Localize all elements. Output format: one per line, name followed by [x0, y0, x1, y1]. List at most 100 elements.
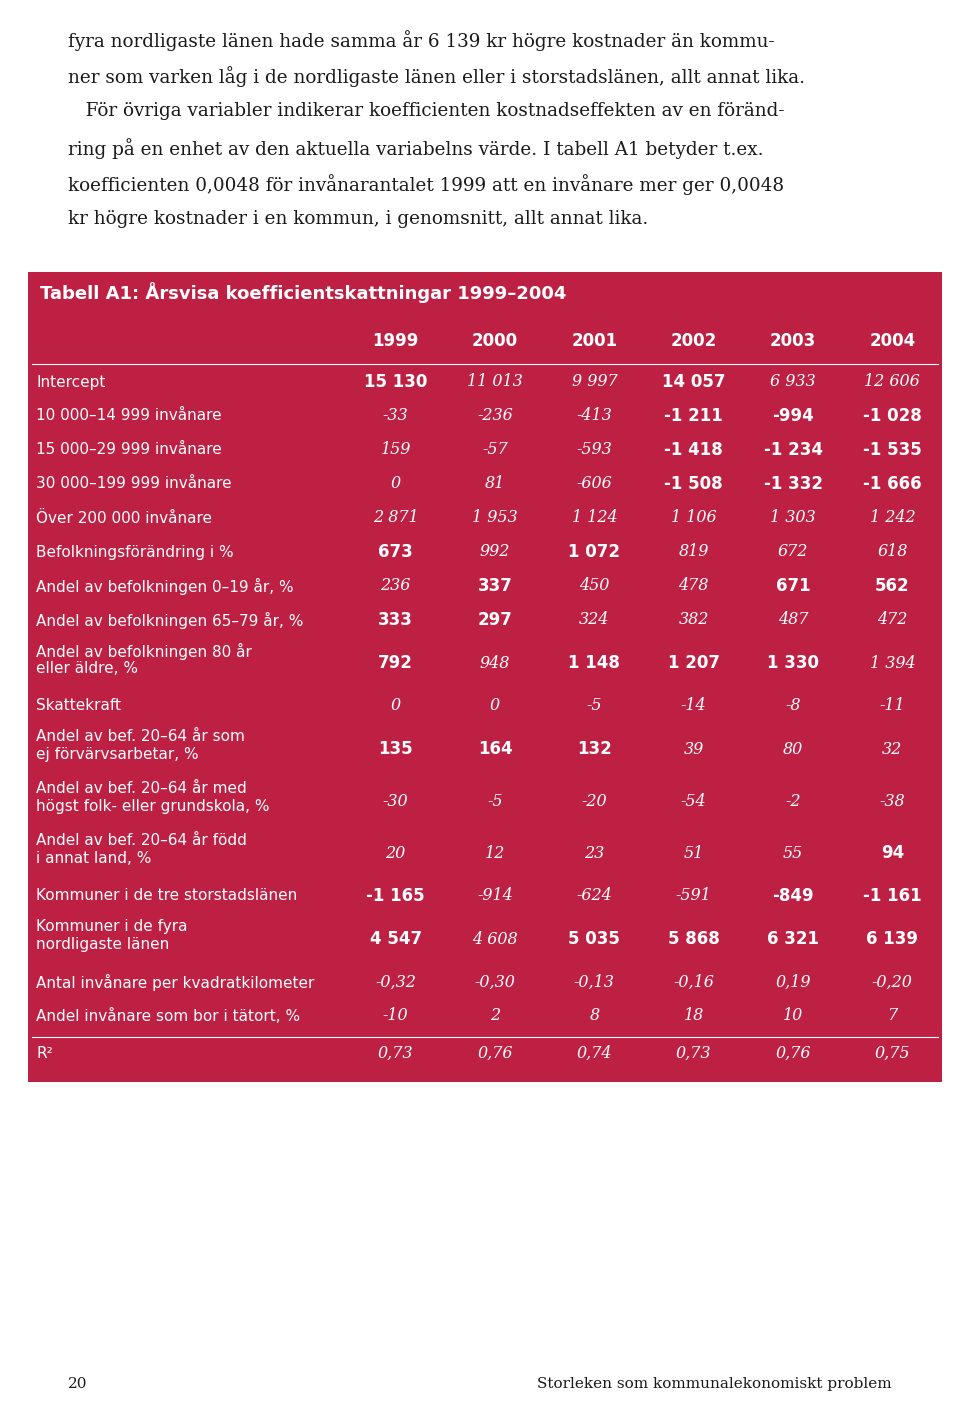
Text: 135: 135: [378, 739, 413, 758]
Text: 324: 324: [579, 611, 610, 629]
Text: 7: 7: [887, 1008, 898, 1024]
Text: 0: 0: [490, 698, 500, 714]
Text: -0,13: -0,13: [574, 974, 614, 991]
Text: 0,76: 0,76: [776, 1045, 811, 1061]
Text: 12 606: 12 606: [864, 374, 921, 391]
Text: 14 057: 14 057: [661, 373, 726, 391]
Text: 2000: 2000: [472, 331, 518, 350]
Text: -14: -14: [681, 698, 707, 714]
Text: ring på en enhet av den aktuella variabelns värde. I tabell A1 betyder t.ex.: ring på en enhet av den aktuella variabe…: [68, 138, 763, 159]
Text: R²: R²: [36, 1045, 53, 1061]
Text: 1 394: 1 394: [870, 654, 915, 671]
Text: 39: 39: [684, 741, 704, 758]
Text: 0,75: 0,75: [875, 1045, 910, 1061]
Text: ner som varken låg i de nordligaste länen eller i storstadslänen, allt annat lik: ner som varken låg i de nordligaste läne…: [68, 65, 805, 87]
Text: -1 211: -1 211: [664, 407, 723, 425]
Text: 11 013: 11 013: [468, 374, 523, 391]
Text: 2004: 2004: [869, 331, 916, 350]
Text: 487: 487: [778, 611, 808, 629]
Text: 1 330: 1 330: [767, 654, 819, 673]
Text: i annat land, %: i annat land, %: [36, 850, 152, 866]
Text: 450: 450: [579, 577, 610, 594]
Text: 15 000–29 999 invånare: 15 000–29 999 invånare: [36, 442, 222, 458]
Text: Skattekraft: Skattekraft: [36, 698, 121, 714]
Text: 51: 51: [684, 845, 704, 862]
Text: 0: 0: [391, 475, 400, 492]
Text: -0,30: -0,30: [474, 974, 516, 991]
Text: -33: -33: [383, 408, 408, 425]
Text: Antal invånare per kvadratkilometer: Antal invånare per kvadratkilometer: [36, 974, 314, 991]
Text: 1 303: 1 303: [770, 509, 816, 526]
Text: -1 535: -1 535: [863, 441, 922, 459]
Text: 6 933: 6 933: [770, 374, 816, 391]
Text: Befolkningsförändring i %: Befolkningsförändring i %: [36, 545, 233, 559]
Text: -236: -236: [477, 408, 513, 425]
Text: -20: -20: [582, 792, 607, 809]
Text: -38: -38: [879, 792, 905, 809]
Text: 2 871: 2 871: [372, 509, 419, 526]
Text: Andel av bef. 20–64 år med: Andel av bef. 20–64 år med: [36, 781, 247, 796]
Text: Andel av befolkningen 0–19 år, %: Andel av befolkningen 0–19 år, %: [36, 577, 294, 594]
Text: -1 666: -1 666: [863, 475, 922, 493]
Text: 15 130: 15 130: [364, 373, 427, 391]
Text: -1 165: -1 165: [367, 887, 425, 904]
Text: 20: 20: [68, 1376, 87, 1391]
Text: 1 148: 1 148: [568, 654, 620, 673]
Text: 1 124: 1 124: [571, 509, 617, 526]
Text: 2003: 2003: [770, 331, 816, 350]
Text: 6 321: 6 321: [767, 930, 819, 948]
Text: -1 508: -1 508: [664, 475, 723, 493]
Text: Över 200 000 invånare: Över 200 000 invånare: [36, 510, 212, 526]
Text: 5 035: 5 035: [568, 930, 620, 948]
Text: 1 207: 1 207: [667, 654, 720, 673]
Text: -606: -606: [576, 475, 612, 492]
Text: Kommuner i de tre storstadslänen: Kommuner i de tre storstadslänen: [36, 889, 298, 903]
Text: 297: 297: [477, 611, 513, 629]
Text: 0,73: 0,73: [676, 1045, 711, 1061]
Text: 337: 337: [477, 577, 513, 594]
Text: eller äldre, %: eller äldre, %: [36, 661, 138, 675]
Text: 618: 618: [877, 543, 907, 560]
Text: -10: -10: [383, 1008, 408, 1024]
Text: 1999: 1999: [372, 331, 419, 350]
Text: 236: 236: [380, 577, 411, 594]
Text: -1 028: -1 028: [863, 407, 922, 425]
Text: Andel av befolkningen 65–79 år, %: Andel av befolkningen 65–79 år, %: [36, 611, 303, 629]
Text: -914: -914: [477, 887, 513, 904]
Text: högst folk- eller grundskola, %: högst folk- eller grundskola, %: [36, 799, 270, 813]
Text: Intercept: Intercept: [36, 374, 106, 390]
Text: 992: 992: [480, 543, 510, 560]
Text: 30 000–199 999 invånare: 30 000–199 999 invånare: [36, 476, 231, 492]
Text: ej förvärvsarbetar, %: ej förvärvsarbetar, %: [36, 747, 199, 762]
Text: Andel av bef. 20–64 år född: Andel av bef. 20–64 år född: [36, 833, 247, 848]
Text: 0: 0: [391, 698, 400, 714]
Text: -1 161: -1 161: [863, 887, 922, 904]
Text: 792: 792: [378, 654, 413, 673]
Text: -1 234: -1 234: [763, 441, 823, 459]
Text: 478: 478: [679, 577, 708, 594]
Text: -11: -11: [879, 698, 905, 714]
Text: 1 072: 1 072: [568, 543, 620, 562]
Text: 80: 80: [782, 741, 804, 758]
Text: fyra nordligaste länen hade samma år 6 139 kr högre kostnader än kommu-: fyra nordligaste länen hade samma år 6 1…: [68, 30, 775, 51]
Text: 0,73: 0,73: [378, 1045, 414, 1061]
Text: 5 868: 5 868: [668, 930, 720, 948]
Text: Storleken som kommunalekonomiskt problem: Storleken som kommunalekonomiskt problem: [538, 1376, 892, 1391]
Text: Kommuner i de fyra: Kommuner i de fyra: [36, 919, 187, 934]
Text: 10: 10: [782, 1008, 804, 1024]
Text: 4 547: 4 547: [370, 930, 421, 948]
Text: -593: -593: [576, 441, 612, 458]
Text: För övriga variabler indikerar koefficienten kostnadseffekten av en föränd-: För övriga variabler indikerar koefficie…: [68, 102, 784, 119]
Text: 2001: 2001: [571, 331, 617, 350]
Text: -8: -8: [785, 698, 801, 714]
Text: 164: 164: [478, 739, 513, 758]
Text: -1 332: -1 332: [763, 475, 823, 493]
Text: 0,74: 0,74: [577, 1045, 612, 1061]
Text: -0,32: -0,32: [375, 974, 416, 991]
Text: -591: -591: [676, 887, 711, 904]
Text: Andel av befolkningen 80 år: Andel av befolkningen 80 år: [36, 643, 252, 660]
Text: kr högre kostnader i en kommun, i genomsnitt, allt annat lika.: kr högre kostnader i en kommun, i genoms…: [68, 210, 648, 228]
Text: 1 242: 1 242: [870, 509, 915, 526]
Text: -30: -30: [383, 792, 408, 809]
Text: -1 418: -1 418: [664, 441, 723, 459]
